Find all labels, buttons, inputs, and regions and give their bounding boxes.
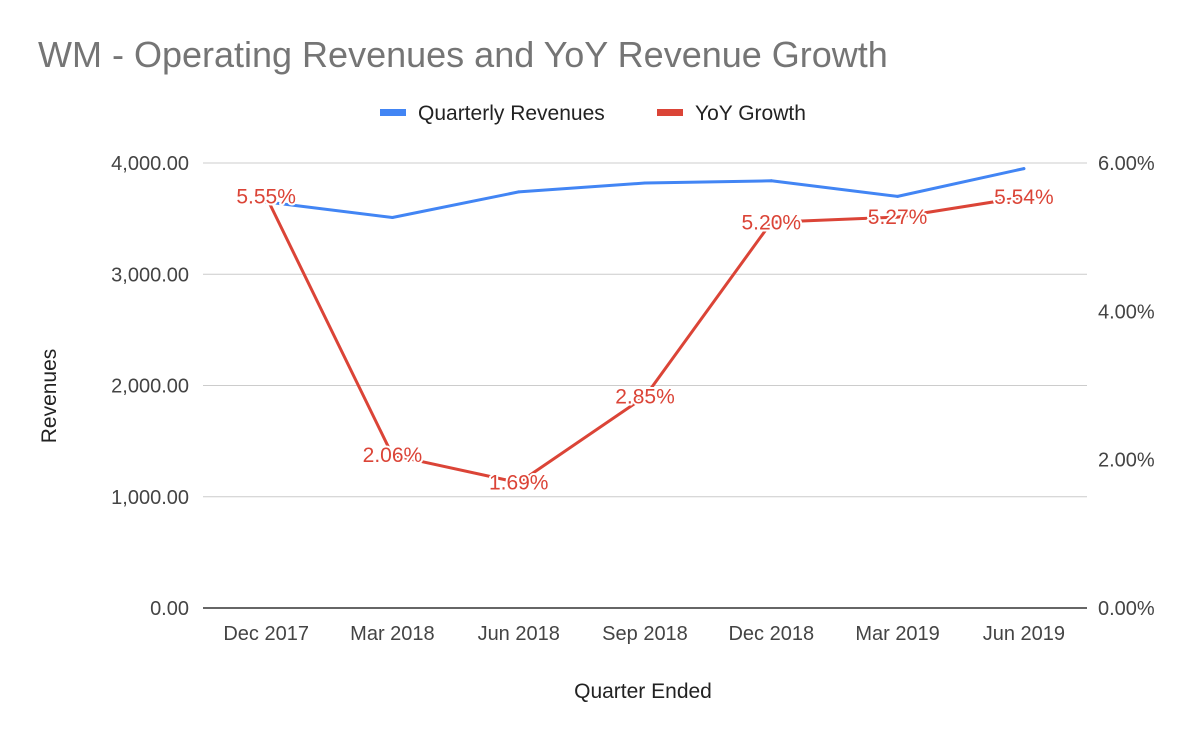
yoy-growth-point (390, 453, 394, 457)
x-tick-label: Sep 2018 (602, 623, 688, 645)
legend-swatch-revenues (380, 109, 406, 116)
y-tick-label: 1,000.00 (111, 487, 189, 509)
yoy-growth-label-halo: 5.54% (994, 186, 1054, 209)
yoy-growth-label: 1.69% (489, 472, 549, 495)
yoy-growth-label: 2.85% (615, 386, 675, 409)
y-tick-label: 2,000.00 (111, 376, 189, 398)
revenues-point (769, 179, 773, 183)
yoy-growth-label: 5.27% (868, 206, 928, 229)
x-axis-title: Quarter Ended (574, 680, 712, 703)
yoy-growth-point (1022, 195, 1026, 199)
y-tick-label: 3,000.00 (111, 264, 189, 286)
yoy-growth-label: 5.20% (742, 211, 802, 234)
x-axis: Dec 2017 Mar 2018 Jun 2018 Sep 2018 Dec 2018… (223, 623, 1065, 645)
x-tick-label: Jun 2018 (478, 623, 560, 645)
y-tick-label: 4,000.00 (111, 153, 189, 175)
x-tick-label: Dec 2017 (223, 623, 309, 645)
y-axis-title: Revenues (38, 349, 61, 444)
yoy-growth-point (264, 194, 268, 198)
yoy-growth-label-halo: 2.85% (615, 386, 675, 409)
legend-label-growth: YoY Growth (695, 102, 806, 125)
y-tick-label: 0.00 (150, 598, 189, 620)
y2-tick-label: 4.00% (1098, 301, 1155, 323)
x-tick-label: Jun 2019 (983, 623, 1065, 645)
x-tick-label: Mar 2019 (855, 623, 940, 645)
yoy-growth-label-halo: 1.69% (489, 472, 549, 495)
revenues-point (896, 194, 900, 198)
yoy-growth-label-halo: 5.27% (868, 206, 928, 229)
data-labels: 5.55%5.55%2.06%2.06%1.69%1.69%2.85%2.85%… (234, 183, 1055, 496)
x-tick-label: Mar 2018 (350, 623, 435, 645)
y-axis-left: 0.00 1,000.00 2,000.00 3,000.00 4,000.00 (111, 153, 189, 620)
yoy-growth-label: 2.06% (363, 444, 423, 467)
yoy-growth-label: 5.54% (994, 186, 1054, 209)
y-axis-right: 0.00% 2.00% 4.00% 6.00% (1098, 153, 1155, 620)
yoy-growth-label-halo: 2.06% (363, 444, 423, 467)
y2-tick-label: 6.00% (1098, 153, 1155, 175)
y2-tick-label: 0.00% (1098, 598, 1155, 620)
revenues-point (517, 190, 521, 194)
chart-title: WM - Operating Revenues and YoY Revenue … (38, 34, 888, 75)
yoy-growth-line (264, 194, 1026, 485)
yoy-growth-point (517, 481, 521, 485)
series-layer (264, 167, 1026, 485)
revenues-point (643, 181, 647, 185)
revenues-point (1022, 167, 1026, 171)
yoy-growth-label-halo: 5.20% (742, 211, 802, 234)
y2-tick-label: 2.00% (1098, 450, 1155, 472)
yoy-growth-point (769, 220, 773, 224)
gridlines (203, 162, 1087, 609)
legend: Quarterly Revenues YoY Growth (380, 102, 806, 125)
revenues-point (390, 216, 394, 220)
legend-swatch-growth (657, 109, 683, 116)
yoy-growth-point (896, 215, 900, 219)
yoy-growth-point (643, 395, 647, 399)
yoy-growth-label: 5.55% (236, 185, 296, 208)
legend-label-revenues: Quarterly Revenues (418, 102, 605, 125)
yoy-growth-label-halo: 5.55% (236, 185, 296, 208)
x-tick-label: Dec 2018 (728, 623, 814, 645)
